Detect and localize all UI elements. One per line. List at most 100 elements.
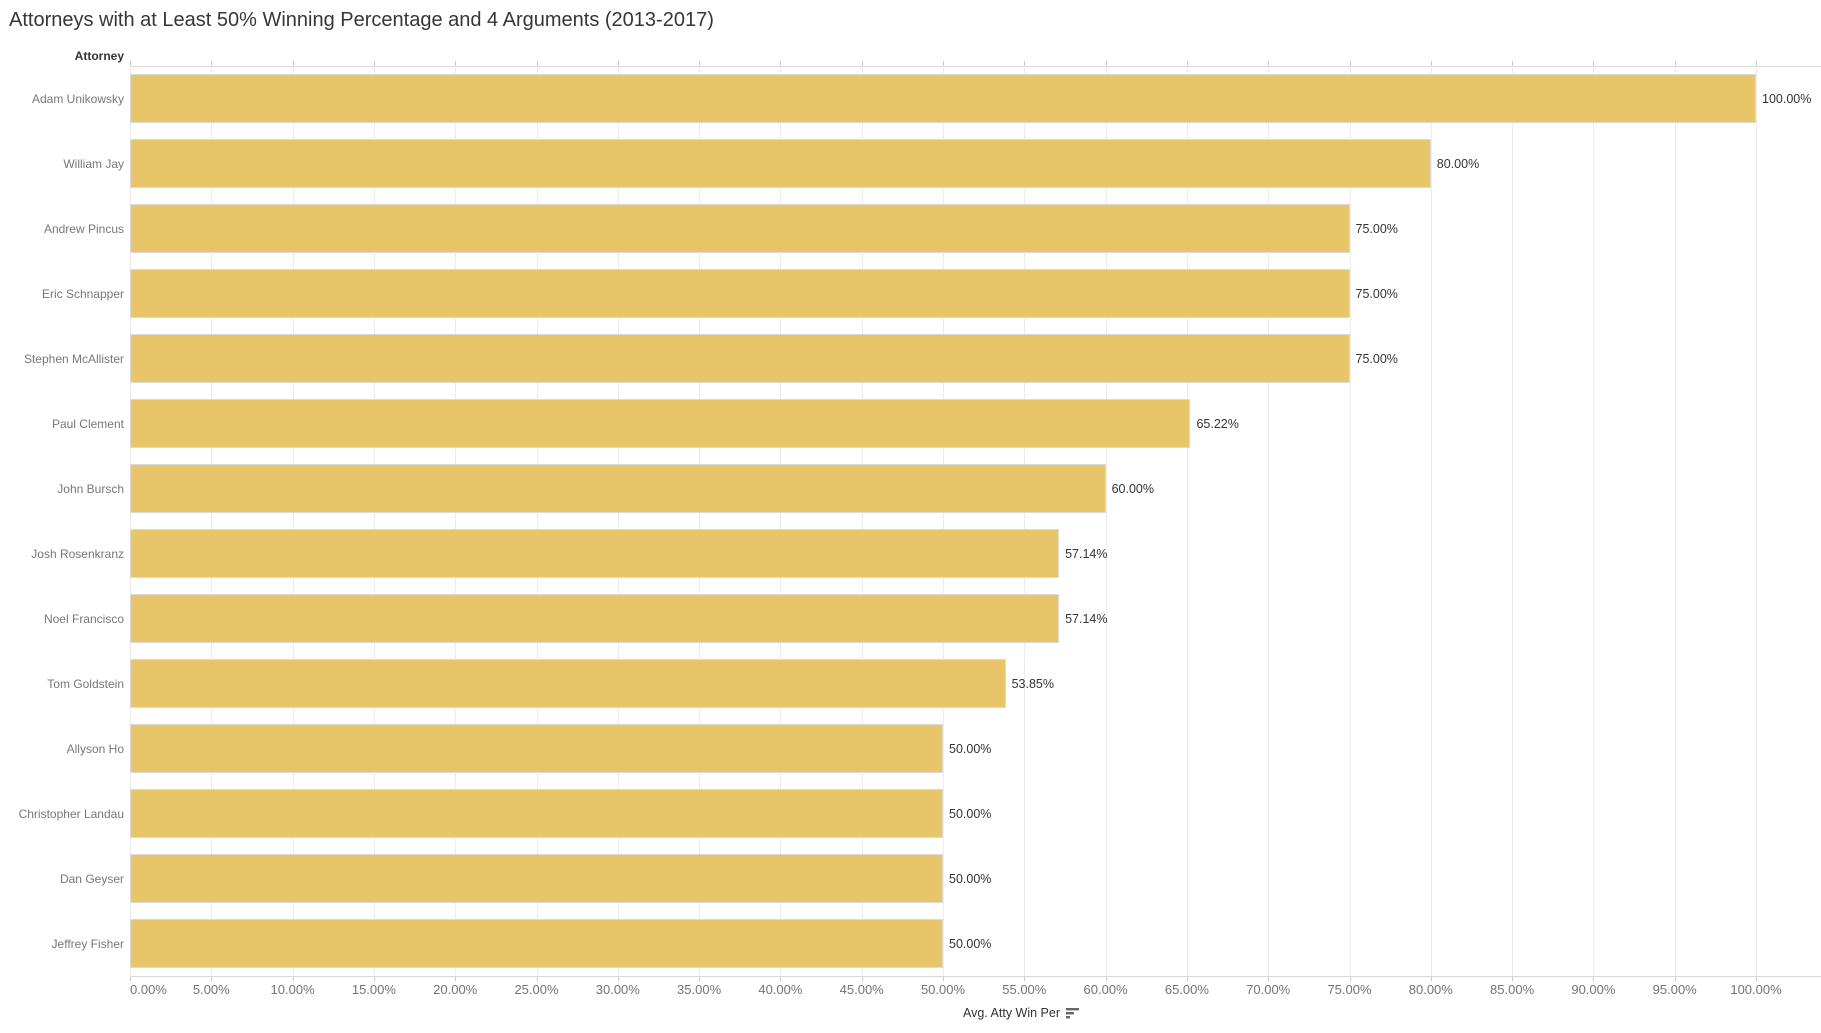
bar-row: 75.00% <box>130 196 1821 261</box>
gridline <box>1349 66 1351 976</box>
axis-tick-mark <box>1756 976 1757 981</box>
x-axis-tick-label: 45.00% <box>839 982 884 997</box>
axis-tick-mark <box>617 61 619 66</box>
axis-tick-mark <box>1024 976 1026 981</box>
axis-tick-mark <box>536 61 538 66</box>
axis-tick-mark <box>1105 61 1107 66</box>
bar[interactable] <box>130 74 1756 123</box>
gridline <box>292 66 294 976</box>
bar[interactable] <box>130 399 1191 448</box>
bar-value-label: 75.00% <box>1355 286 1398 301</box>
gridline <box>1105 66 1107 976</box>
bar[interactable] <box>130 919 943 968</box>
gridline <box>1430 66 1432 976</box>
attorney-label[interactable]: John Bursch <box>57 481 124 496</box>
bar[interactable] <box>130 529 1060 578</box>
axis-tick-mark <box>373 61 375 66</box>
gridline <box>536 66 538 976</box>
bottom-axis-line <box>130 976 1821 977</box>
attorney-label[interactable]: Paul Clement <box>51 416 124 431</box>
gridline <box>1593 66 1595 976</box>
bar-row: 75.00% <box>130 326 1821 391</box>
gridline <box>1268 66 1270 976</box>
gridline <box>1024 66 1026 976</box>
axis-tick-mark <box>780 976 782 981</box>
bar-value-label: 50.00% <box>949 871 992 886</box>
x-axis-title: Avg. Atty Win Per <box>963 1006 1081 1020</box>
attorney-label[interactable]: Jeffrey Fisher <box>51 936 124 951</box>
axis-tick-mark <box>130 976 131 981</box>
attorney-label[interactable]: Andrew Pincus <box>43 221 124 236</box>
attorney-label[interactable]: William Jay <box>63 156 124 171</box>
axis-tick-mark <box>1674 976 1676 981</box>
gridline <box>1674 66 1676 976</box>
bar[interactable] <box>130 269 1350 318</box>
gridline <box>373 66 375 976</box>
bar[interactable] <box>130 464 1106 513</box>
axis-tick-mark <box>943 976 944 981</box>
bar[interactable] <box>130 724 943 773</box>
gridline <box>130 66 131 976</box>
bar[interactable] <box>130 204 1350 253</box>
bar-row: 50.00% <box>130 911 1821 976</box>
axis-tick-mark <box>373 976 375 981</box>
axis-tick-mark <box>1186 976 1188 981</box>
axis-tick-mark <box>455 61 457 66</box>
bar-value-label: 75.00% <box>1355 221 1398 236</box>
axis-tick-mark <box>1593 976 1595 981</box>
bar-value-label: 50.00% <box>949 806 992 821</box>
bar[interactable] <box>130 659 1006 708</box>
bar[interactable] <box>130 594 1060 643</box>
gridline <box>1756 66 1757 976</box>
bar-row: 50.00% <box>130 716 1821 781</box>
attorney-label[interactable]: Allyson Ho <box>66 741 124 756</box>
attorney-label[interactable]: Christopher Landau <box>18 806 124 821</box>
axis-tick-mark <box>1756 61 1757 66</box>
axis-tick-mark <box>1430 976 1432 981</box>
x-axis-tick-label: 30.00% <box>595 982 640 997</box>
axis-tick-mark <box>699 976 701 981</box>
sort-descending-icon[interactable] <box>1066 1007 1081 1019</box>
axis-tick-mark <box>211 976 213 981</box>
bar[interactable] <box>130 139 1431 188</box>
gridline <box>617 66 619 976</box>
bar[interactable] <box>130 334 1350 383</box>
attorney-label[interactable]: Adam Unikowsky <box>31 91 124 106</box>
x-axis-tick-label: 15.00% <box>351 982 396 997</box>
x-axis-tick-label: 50.00% <box>920 982 966 997</box>
plot-pane: 100.00% 80.00% 75.00% 75.00% 75.00% 65.22% 60.… <box>130 61 1821 981</box>
bar-row: 65.22% <box>130 391 1821 456</box>
bar-row: 60.00% <box>130 456 1821 521</box>
attorney-label[interactable]: Dan Geyser <box>59 871 124 886</box>
axis-tick-mark <box>1105 976 1107 981</box>
axis-tick-mark <box>292 976 294 981</box>
gridline <box>861 66 863 976</box>
attorney-label[interactable]: Josh Rosenkranz <box>31 546 124 561</box>
attorney-label[interactable]: Eric Schnapper <box>41 286 124 301</box>
row-header-attorney: Attorney <box>74 49 124 63</box>
bar-value-label: 57.14% <box>1065 611 1108 626</box>
attorney-label[interactable]: Noel Francisco <box>43 611 124 626</box>
axis-tick-mark <box>861 61 863 66</box>
gridline <box>455 66 457 976</box>
x-axis-tick-label: 5.00% <box>192 982 230 997</box>
axis-tick-mark <box>536 976 538 981</box>
attorney-label[interactable]: Stephen McAllister <box>23 351 124 366</box>
axis-tick-mark <box>455 976 457 981</box>
axis-tick-mark <box>699 61 701 66</box>
bar-row: 50.00% <box>130 781 1821 846</box>
bar[interactable] <box>130 789 943 838</box>
bar-value-label: 100.00% <box>1762 91 1812 106</box>
bar[interactable] <box>130 854 943 903</box>
axis-tick-mark <box>292 61 294 66</box>
bar-value-label: 60.00% <box>1111 481 1154 496</box>
x-axis-tick-label: 95.00% <box>1652 982 1697 997</box>
x-axis-tick-label: 55.00% <box>1002 982 1047 997</box>
gridline <box>1512 66 1514 976</box>
x-axis-tick-label: 0.00% <box>130 982 167 997</box>
attorney-label[interactable]: Tom Goldstein <box>47 676 124 691</box>
axis-tick-mark <box>1430 61 1432 66</box>
axis-tick-mark <box>211 61 213 66</box>
top-axis-line <box>130 66 1821 67</box>
x-axis-tick-label: 40.00% <box>758 982 803 997</box>
